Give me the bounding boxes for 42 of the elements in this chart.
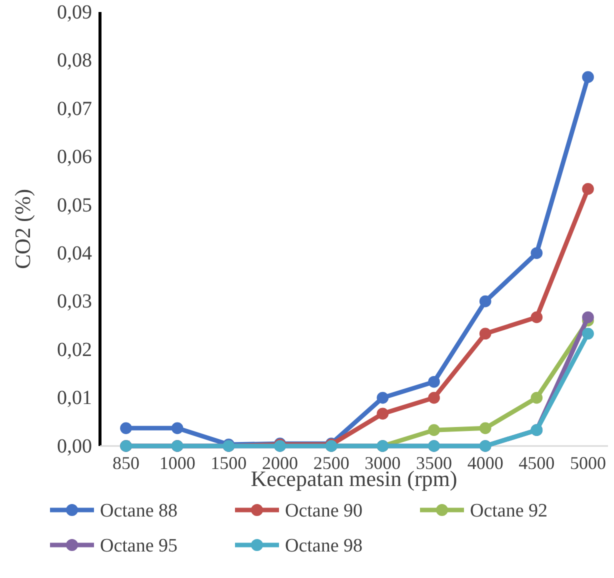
y-tick-label: 0,09 bbox=[57, 1, 92, 24]
x-tick-label: 1500 bbox=[210, 452, 247, 473]
point bbox=[479, 422, 492, 434]
legend-label: Octane 98 bbox=[285, 536, 363, 557]
point bbox=[428, 392, 440, 404]
x-tick-label: 850 bbox=[112, 452, 140, 473]
y-tick-label: 0,00 bbox=[57, 435, 92, 458]
legend-label: Octane 88 bbox=[100, 500, 178, 522]
y-tick-label: 0,04 bbox=[57, 242, 92, 265]
point bbox=[120, 422, 132, 434]
x-tick-label: 5000 bbox=[570, 452, 606, 473]
point bbox=[582, 328, 594, 340]
y-tick-label: 0,02 bbox=[57, 338, 92, 361]
point bbox=[530, 247, 543, 260]
point bbox=[479, 328, 492, 340]
x-tick-label: 3500 bbox=[416, 452, 452, 473]
x-tick-label: 1000 bbox=[159, 452, 196, 473]
point bbox=[171, 422, 184, 434]
point bbox=[376, 408, 389, 420]
legend-label: Octane 92 bbox=[470, 500, 548, 522]
legend-label: Octane 90 bbox=[285, 500, 363, 522]
point bbox=[479, 295, 492, 308]
y-tick-label: 0,03 bbox=[57, 290, 92, 313]
x-tick-label: 3000 bbox=[364, 452, 401, 473]
point bbox=[428, 424, 440, 436]
y-tick-label: 0,08 bbox=[57, 50, 92, 72]
point bbox=[530, 392, 543, 404]
x-tick-label: 2500 bbox=[313, 452, 350, 473]
point bbox=[582, 71, 594, 84]
y-axis-title: CO2 (%) bbox=[10, 188, 35, 270]
point bbox=[582, 311, 594, 324]
y-tick-label: 0,06 bbox=[57, 146, 92, 168]
y-tick-label: 0,05 bbox=[57, 194, 92, 216]
y-tick-label: 0,01 bbox=[57, 387, 92, 410]
point bbox=[582, 183, 594, 195]
x-tick-label: 4000 bbox=[467, 452, 504, 473]
point bbox=[376, 392, 389, 404]
legend-label: Octane 95 bbox=[100, 536, 178, 557]
point bbox=[428, 376, 440, 388]
x-tick-label: 4500 bbox=[518, 452, 555, 473]
point bbox=[530, 311, 543, 324]
y-tick-label: 0,07 bbox=[57, 98, 92, 120]
